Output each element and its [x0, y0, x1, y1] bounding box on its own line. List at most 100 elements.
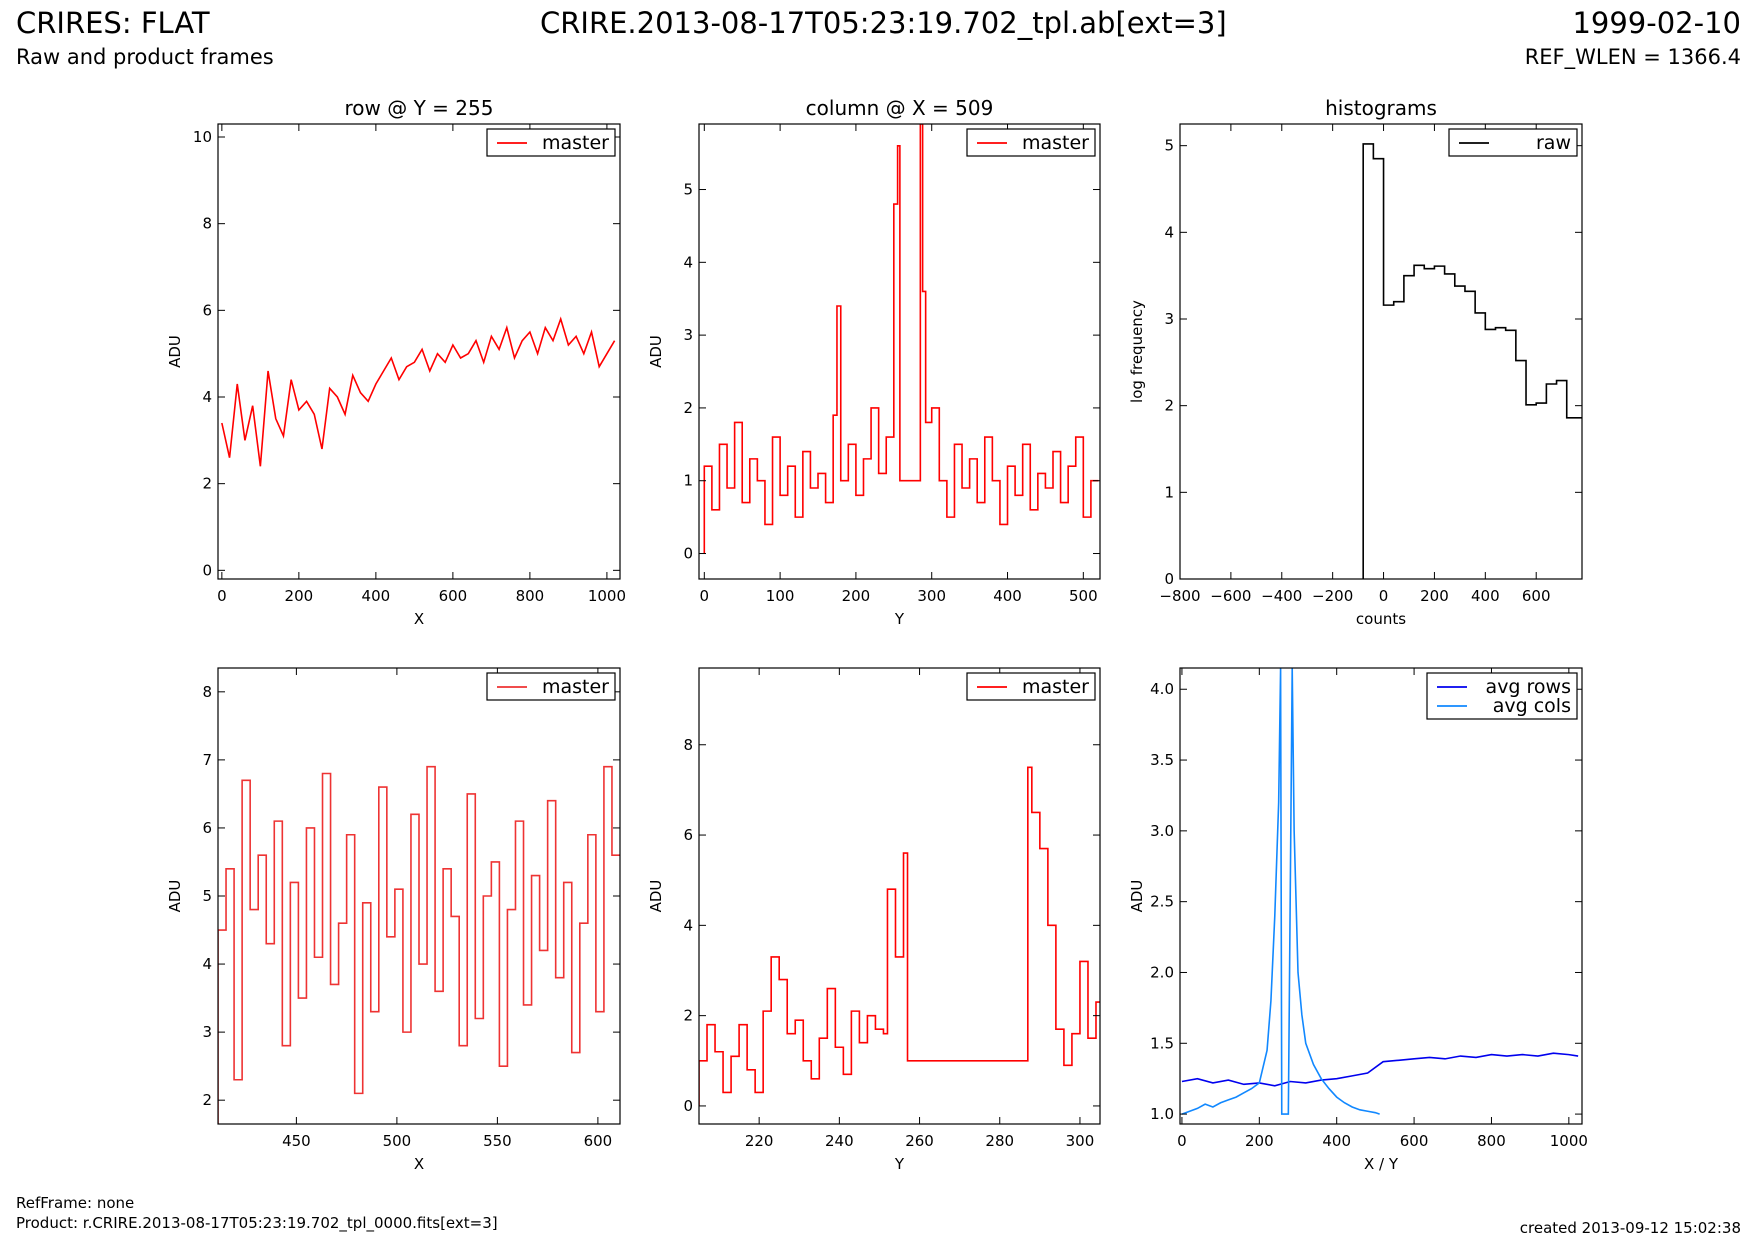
- y-tick-label-histograms-4: 4: [1164, 223, 1174, 241]
- x-tick-label-column-3: 300: [917, 587, 946, 605]
- x-axis-label-histograms: counts: [1356, 610, 1406, 628]
- axes-frame-averages: [1179, 667, 1583, 1125]
- series-line-column-zoom-0: [699, 766, 1100, 1106]
- x-tick-label-row-0: 0: [217, 587, 227, 605]
- ref-wlen: REF_WLEN = 1366.4: [1524, 45, 1741, 69]
- page-title: CRIRES: FLAT: [16, 6, 210, 40]
- x-tick-label-column-0: 0: [700, 587, 710, 605]
- x-tick-label-row-2: 400: [362, 587, 391, 605]
- x-tick-label-column-2: 200: [842, 587, 871, 605]
- y-tick-label-column-1: 1: [683, 472, 693, 490]
- series-line-averages-1: [1181, 668, 1380, 1115]
- y-tick-label-averages-4: 3.0: [1150, 822, 1174, 840]
- y-tick-label-averages-5: 3.5: [1150, 751, 1174, 769]
- y-tick-label-column-zoom-1: 2: [683, 1007, 693, 1025]
- chart-row-zoom: 450 500 550 600 2 3 4 5 6 7 8 X ADU master: [166, 667, 621, 1173]
- axes-frame-histograms: [1179, 123, 1583, 580]
- y-tick-label-row-zoom-0: 2: [202, 1091, 212, 1109]
- series-line-column-0: [703, 124, 1099, 554]
- y-axis-label-row-zoom: ADU: [166, 880, 184, 913]
- x-tick-label-averages-1: 200: [1245, 1132, 1274, 1150]
- chart-column: 0 100 200 300 400 500 0 1 2 3 4 5 column @ X = 509 Y A…: [647, 96, 1101, 628]
- y-tick-label-row-zoom-6: 8: [202, 683, 212, 701]
- x-tick-label-row-4: 800: [516, 587, 545, 605]
- x-tick-label-column-zoom-0: 220: [745, 1132, 774, 1150]
- x-tick-label-row-zoom-0: 450: [282, 1132, 311, 1150]
- x-tick-label-histograms-6: 400: [1471, 587, 1500, 605]
- y-tick-label-column-3: 3: [683, 326, 693, 344]
- x-axis-label-averages: X / Y: [1364, 1155, 1399, 1173]
- x-tick-label-column-zoom-4: 300: [1066, 1132, 1095, 1150]
- legend-box-averages: [1426, 672, 1578, 720]
- x-tick-label-histograms-1: −600: [1210, 587, 1251, 605]
- y-tick-label-column-zoom-4: 8: [683, 736, 693, 754]
- chart-averages: 0 200 400 600 800 1000 1.0 1.5 2.0 2.5 3.0 3.5 4.0 X …: [1128, 667, 1588, 1173]
- y-tick-label-column-4: 4: [683, 253, 693, 271]
- axes-frame-row: [217, 123, 621, 580]
- x-tick-label-averages-3: 600: [1400, 1132, 1429, 1150]
- y-tick-label-row-2: 4: [202, 388, 212, 406]
- product-label: Product: r.CRIRE.2013-08-17T05:23:19.702…: [16, 1214, 498, 1232]
- y-tick-label-averages-0: 1.0: [1150, 1105, 1174, 1123]
- y-tick-label-row-zoom-5: 7: [202, 751, 212, 769]
- file-name: CRIRE.2013-08-17T05:23:19.702_tpl.ab[ext…: [540, 6, 1227, 40]
- x-tick-label-row-zoom-1: 500: [383, 1132, 412, 1150]
- chart-title-histograms: histograms: [1325, 96, 1437, 120]
- x-tick-label-histograms-5: 200: [1420, 587, 1449, 605]
- y-tick-label-column-zoom-2: 4: [683, 916, 693, 934]
- y-tick-label-histograms-0: 0: [1164, 570, 1174, 588]
- x-tick-label-averages-5: 1000: [1550, 1132, 1588, 1150]
- y-axis-label-averages: ADU: [1128, 880, 1146, 913]
- y-axis-label-histograms: log frequency: [1128, 300, 1146, 403]
- chart-column-zoom: 220 240 260 280 300 0 2 4 6 8 Y ADU master: [647, 667, 1101, 1173]
- x-tick-label-histograms-7: 600: [1522, 587, 1551, 605]
- x-tick-label-column-4: 400: [993, 587, 1022, 605]
- y-tick-label-row-zoom-3: 5: [202, 887, 212, 905]
- x-tick-label-row-zoom-3: 600: [584, 1132, 613, 1150]
- x-axis-label-row: X: [414, 610, 424, 628]
- x-tick-label-column-5: 500: [1069, 587, 1098, 605]
- legend-label-row-0: master: [542, 132, 609, 154]
- x-tick-label-histograms-4: 0: [1379, 587, 1389, 605]
- chart-histograms: −800 −600 −400 −200 0 200 400 600 0 1 2 3 4 5 histogra…: [1128, 96, 1583, 628]
- x-tick-label-column-1: 100: [766, 587, 795, 605]
- x-tick-label-row-1: 200: [285, 587, 314, 605]
- series-line-histograms-0: [1362, 143, 1582, 579]
- x-tick-label-averages-2: 400: [1322, 1132, 1351, 1150]
- x-tick-label-row-5: 1000: [588, 587, 626, 605]
- y-tick-label-histograms-3: 3: [1164, 310, 1174, 328]
- y-tick-label-averages-3: 2.5: [1150, 893, 1174, 911]
- legend-label-row-zoom-0: master: [542, 676, 609, 698]
- y-tick-label-averages-6: 4.0: [1150, 680, 1174, 698]
- y-tick-label-column-5: 5: [683, 181, 693, 199]
- x-tick-label-column-zoom-1: 240: [825, 1132, 854, 1150]
- y-tick-label-histograms-1: 1: [1164, 483, 1174, 501]
- x-tick-label-column-zoom-3: 280: [985, 1132, 1014, 1150]
- y-tick-label-averages-2: 2.0: [1150, 963, 1174, 981]
- axes-frame-column: [698, 123, 1101, 580]
- y-tick-label-column-2: 2: [683, 399, 693, 417]
- refframe-label: RefFrame: none: [16, 1194, 135, 1212]
- chart-row: 0 200 400 600 800 1000 0 2 4 6 8 10 row @ Y = 255 X AD…: [166, 96, 626, 628]
- y-tick-label-row-zoom-1: 3: [202, 1023, 212, 1041]
- y-axis-label-row: ADU: [166, 335, 184, 368]
- series-line-averages-0: [1181, 1052, 1579, 1087]
- y-axis-label-column: ADU: [647, 335, 665, 368]
- x-axis-label-column-zoom: Y: [894, 1155, 905, 1173]
- x-tick-label-averages-0: 0: [1177, 1132, 1187, 1150]
- y-tick-label-column-zoom-0: 0: [683, 1097, 693, 1115]
- y-axis-label-column-zoom: ADU: [647, 880, 665, 913]
- y-tick-label-row-4: 8: [202, 215, 212, 233]
- x-tick-label-histograms-3: −200: [1312, 587, 1353, 605]
- chart-title-row: row @ Y = 255: [345, 96, 494, 120]
- y-tick-label-row-0: 0: [202, 561, 212, 579]
- legend-label-column-0: master: [1022, 132, 1089, 154]
- y-tick-label-row-zoom-4: 6: [202, 819, 212, 837]
- x-tick-label-row-zoom-2: 550: [483, 1132, 512, 1150]
- page-subtitle: Raw and product frames: [16, 45, 274, 69]
- y-tick-label-row-5: 10: [193, 128, 212, 146]
- y-tick-label-row-3: 6: [202, 301, 212, 319]
- y-tick-label-histograms-5: 5: [1164, 137, 1174, 155]
- x-tick-label-histograms-0: −800: [1159, 587, 1200, 605]
